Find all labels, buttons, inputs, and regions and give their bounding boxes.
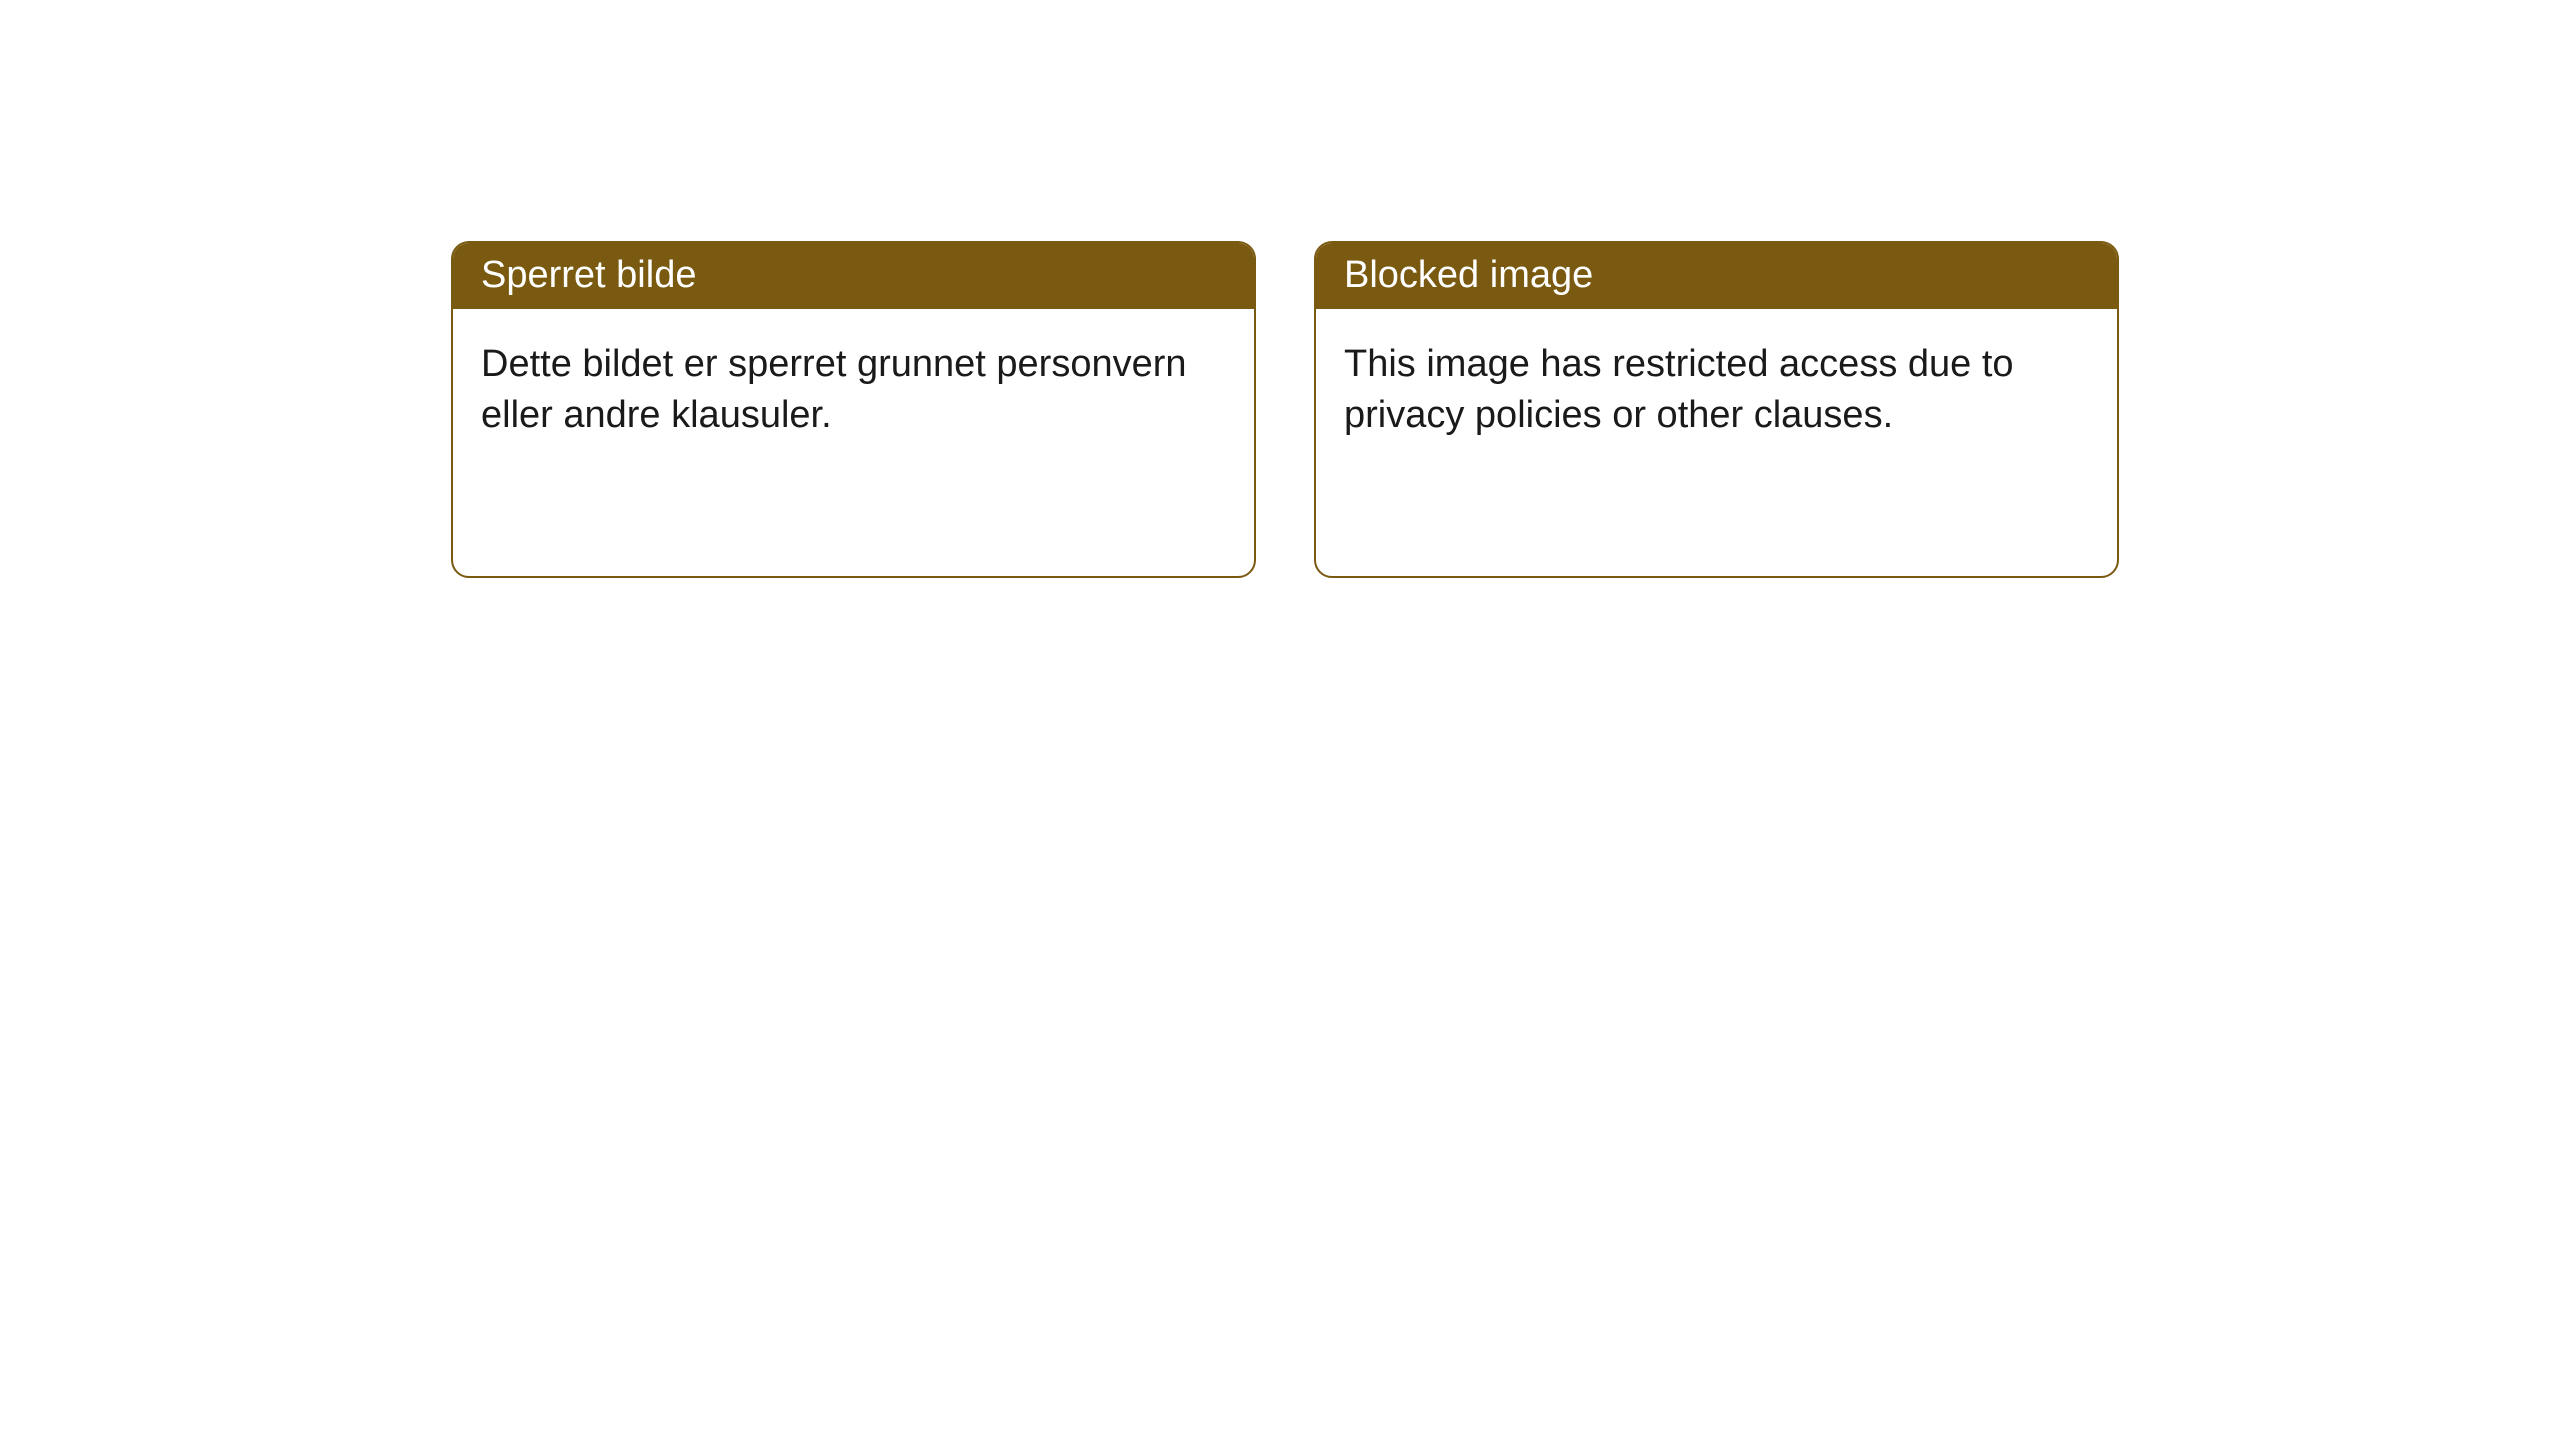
notice-box-en: Blocked image This image has restricted … — [1314, 241, 2119, 578]
notice-body-en: This image has restricted access due to … — [1316, 309, 2117, 470]
notice-body-no: Dette bildet er sperret grunnet personve… — [453, 309, 1254, 470]
notice-header-en: Blocked image — [1316, 243, 2117, 309]
notice-box-no: Sperret bilde Dette bildet er sperret gr… — [451, 241, 1256, 578]
notice-container: Sperret bilde Dette bildet er sperret gr… — [0, 0, 2560, 578]
notice-header-no: Sperret bilde — [453, 243, 1254, 309]
